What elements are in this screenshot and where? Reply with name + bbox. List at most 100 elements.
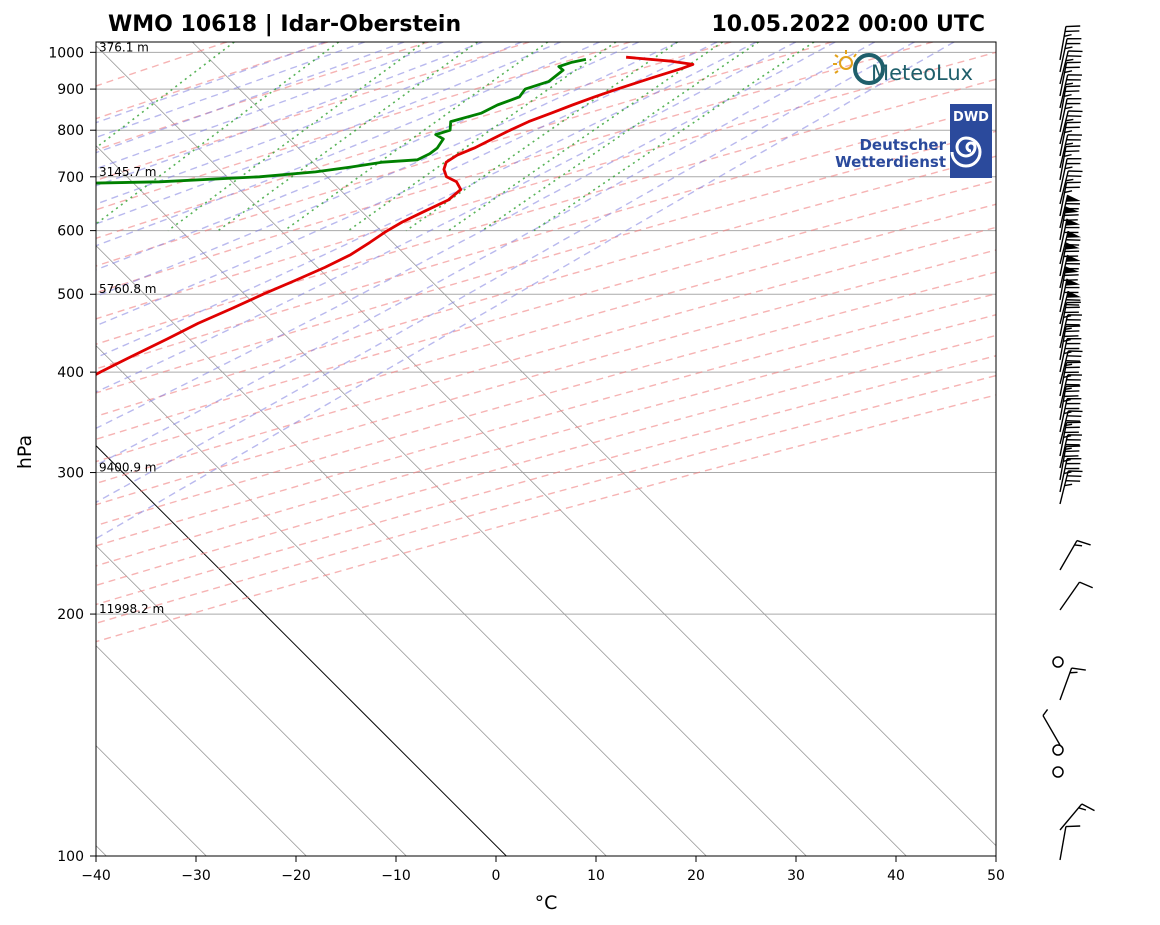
moist-adiabat (96, 42, 757, 359)
dry-adiabat (96, 42, 530, 182)
mixing-ratio-line (348, 42, 617, 232)
moist-adiabat (96, 42, 522, 205)
y-tick-label: 100 (57, 849, 84, 865)
wind-barb (1059, 398, 1082, 433)
x-tick-label: −20 (281, 868, 311, 884)
wind-barb (1059, 206, 1080, 241)
x-tick-label: 20 (687, 868, 705, 884)
meteolux-logo: MeteoLux (832, 46, 994, 94)
mixing-ratio-line (96, 42, 340, 225)
wind-barb (1059, 470, 1083, 505)
data-lines (96, 55, 695, 377)
wind-barb (1059, 230, 1082, 265)
dry-adiabat (96, 179, 996, 441)
x-tick-label: 50 (987, 868, 1005, 884)
moist-adiabat (96, 42, 365, 139)
y-tick-label: 700 (57, 170, 84, 186)
wind-barb (1059, 458, 1082, 493)
wind-barb (1059, 110, 1083, 145)
wind-barb (1059, 98, 1082, 133)
wind-barb (1059, 290, 1082, 325)
height-label: 376.1 m (99, 40, 149, 54)
wind-barb (1059, 158, 1082, 193)
dry-adiabat (96, 314, 996, 567)
wind-barb (1059, 218, 1081, 253)
x-tick-label: 30 (787, 868, 805, 884)
isotherm-line (96, 545, 407, 856)
y-tick-label: 800 (57, 123, 84, 139)
wind-barb (1059, 338, 1082, 373)
calm-circle (1052, 656, 1064, 668)
dewpoint-profile (96, 58, 587, 185)
wind-barb (1059, 385, 1081, 421)
moist-adiabat (96, 42, 561, 225)
wind-barb (1059, 278, 1081, 313)
wind-barb (1059, 825, 1081, 861)
wind-barb (1059, 667, 1086, 701)
wind-barb (1059, 85, 1081, 121)
y-tick-label: 500 (57, 287, 84, 303)
wind-barb (1059, 266, 1080, 301)
moist-adiabat (96, 42, 797, 393)
moist-adiabat (96, 42, 915, 504)
x-axis-label: °C (535, 892, 558, 914)
isotherm-line (96, 245, 707, 856)
height-label: 5760.8 m (99, 282, 157, 296)
dwd-line2: Wetterdienst (835, 153, 946, 171)
wind-barb (1059, 581, 1093, 611)
wind-barb (1059, 145, 1081, 181)
wind-barb (1059, 421, 1081, 457)
y-tick-label: 1000 (48, 45, 84, 61)
wind-barb (1059, 325, 1081, 361)
x-tick-label: −10 (381, 868, 411, 884)
dry-adiabat (96, 104, 996, 370)
moist-adiabat (96, 42, 876, 467)
height-labels: 11998.2 m 9400.9 m 5760.8 m 3145.7 m 376.1 m (99, 40, 164, 616)
wind-barb (1059, 74, 1082, 109)
y-tick-label: 300 (57, 466, 84, 482)
dwd-line1: Deutscher (859, 136, 946, 154)
mixing-ratio-line (448, 42, 724, 232)
moist-adiabat (96, 42, 955, 540)
dry-adiabat (96, 42, 833, 267)
wind-barb (1042, 709, 1061, 746)
y-tick-label: 200 (57, 607, 84, 623)
chart-title-right: 10.05.2022 00:00 UTC (711, 12, 985, 37)
dry-adiabat (96, 42, 934, 294)
wind-barb (1059, 181, 1081, 217)
x-tick-label: −30 (181, 868, 211, 884)
wind-barb (1059, 134, 1082, 169)
wind-barb (1059, 242, 1080, 277)
meteolux-wordmark: MeteoLux (871, 61, 973, 85)
wind-barbs (1042, 25, 1095, 861)
plot-frame (95, 41, 997, 857)
dry-adiabat (96, 42, 429, 151)
wind-barb (1059, 361, 1081, 397)
x-tick-label: 40 (887, 868, 905, 884)
dry-adiabat (96, 334, 996, 587)
moist-adiabat (96, 42, 444, 170)
mixing-ratio-line (217, 42, 478, 232)
chart-title-left: WMO 10618 | Idar-Oberstein (108, 12, 461, 37)
dry-adiabat (96, 78, 996, 345)
dwd-badge-label: DWD (953, 110, 989, 125)
y-tick-label: 400 (57, 365, 84, 381)
wind-barb (1059, 350, 1083, 385)
x-tick-label: 10 (587, 868, 605, 884)
isotherm-line (0, 42, 6, 856)
dwd-logo: Deutscher Wetterdienst DWD (832, 104, 994, 180)
isotherm-line (96, 645, 307, 856)
wind-barb (1059, 434, 1082, 469)
mixing-ratio-line (283, 42, 549, 232)
sun-icon (833, 50, 885, 85)
moist-adiabat (96, 42, 639, 271)
mixing-ratio-line (405, 42, 678, 232)
wind-barb (1059, 50, 1083, 85)
moist-adiabat (96, 42, 679, 298)
spiral-icon (950, 136, 982, 168)
moist-adiabat (96, 42, 718, 327)
wind-barb (1059, 25, 1081, 61)
wind-barb (1059, 445, 1081, 481)
y-tick-label: 900 (57, 82, 84, 98)
